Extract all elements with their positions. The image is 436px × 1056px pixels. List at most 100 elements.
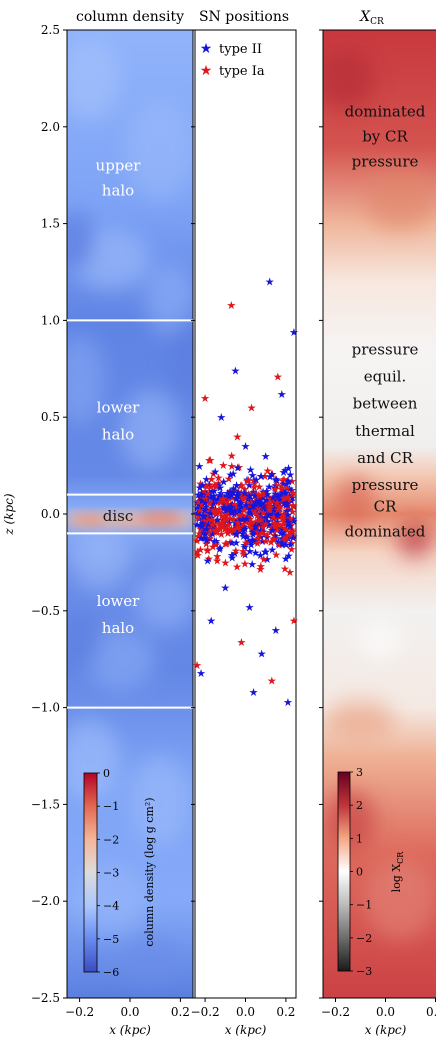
sn-marker: ★ — [195, 492, 205, 505]
sn-marker: ★ — [245, 545, 255, 558]
sn-marker: ★ — [247, 523, 257, 536]
sn-marker: ★ — [219, 475, 229, 488]
sn-marker: ★ — [239, 493, 249, 506]
sn-marker: ★ — [220, 492, 230, 505]
sn-marker: ★ — [195, 477, 205, 490]
sn-marker: ★ — [229, 487, 239, 500]
sn-marker: ★ — [227, 537, 237, 550]
sn-marker: ★ — [226, 489, 236, 502]
sn-marker: ★ — [232, 479, 242, 492]
sn-marker: ★ — [222, 504, 232, 517]
sn-marker: ★ — [237, 636, 247, 649]
sn-marker: ★ — [233, 517, 243, 530]
sn-marker: ★ — [251, 525, 261, 538]
sn-marker: ★ — [244, 508, 254, 521]
sn-marker: ★ — [217, 490, 227, 503]
sn-marker: ★ — [257, 491, 267, 504]
colorbar-tick-label: −1 — [103, 800, 119, 813]
sn-marker: ★ — [254, 517, 264, 530]
sn-marker: ★ — [286, 538, 296, 551]
sn-marker: ★ — [216, 496, 226, 509]
sn-marker: ★ — [265, 498, 275, 511]
sn-marker: ★ — [221, 556, 231, 569]
sn-marker: ★ — [205, 514, 215, 527]
sn-marker: ★ — [242, 531, 252, 544]
sn-marker: ★ — [272, 475, 282, 488]
sn-marker: ★ — [215, 481, 225, 494]
sn-marker: ★ — [216, 487, 226, 500]
sn-marker: ★ — [196, 522, 206, 535]
sn-marker: ★ — [255, 508, 265, 521]
sn-marker: ★ — [198, 490, 208, 503]
sn-marker: ★ — [220, 582, 230, 595]
sn-marker: ★ — [192, 508, 202, 521]
sn-marker: ★ — [258, 488, 268, 501]
sn-marker: ★ — [210, 479, 220, 492]
sn-marker: ★ — [199, 509, 209, 522]
sn-marker: ★ — [242, 511, 252, 524]
sn-marker: ★ — [193, 507, 203, 520]
sn-marker: ★ — [244, 488, 254, 501]
sn-marker: ★ — [230, 506, 240, 519]
sn-marker: ★ — [257, 497, 267, 510]
sn-marker: ★ — [277, 533, 287, 546]
sn-marker: ★ — [226, 501, 236, 514]
region-annotation: disc — [103, 507, 134, 525]
sn-marker: ★ — [209, 507, 219, 520]
sn-marker: ★ — [258, 490, 268, 503]
sn-marker: ★ — [251, 547, 261, 560]
sn-marker: ★ — [279, 473, 289, 486]
sn-legend: ★ type II ★ type Ia — [200, 41, 265, 79]
sn-marker: ★ — [257, 526, 267, 539]
sn-marker: ★ — [244, 498, 254, 511]
sn-marker: ★ — [205, 532, 215, 545]
sn-marker: ★ — [265, 500, 275, 513]
sn-marker: ★ — [254, 480, 264, 493]
sn-marker: ★ — [201, 492, 211, 505]
sn-marker: ★ — [227, 551, 237, 564]
sn-positions-frame — [194, 29, 297, 999]
sn-marker: ★ — [208, 493, 218, 506]
sn-marker: ★ — [241, 490, 251, 503]
sn-marker: ★ — [222, 495, 232, 508]
sn-marker: ★ — [271, 509, 281, 522]
sn-marker: ★ — [261, 518, 271, 531]
sn-marker: ★ — [287, 491, 297, 504]
x-tick-label: −0.2 — [191, 1005, 220, 1019]
sn-marker: ★ — [254, 495, 264, 508]
sn-marker: ★ — [240, 522, 250, 535]
sn-marker: ★ — [234, 510, 244, 523]
sn-marker: ★ — [283, 516, 293, 529]
sn-marker: ★ — [240, 491, 250, 504]
sn-marker: ★ — [281, 553, 291, 566]
sn-marker: ★ — [239, 504, 249, 517]
sn-marker: ★ — [288, 499, 298, 512]
sn-marker: ★ — [250, 505, 260, 518]
sn-marker: ★ — [200, 494, 210, 507]
sn-marker: ★ — [285, 489, 295, 502]
sn-marker: ★ — [223, 498, 233, 511]
sn-marker: ★ — [240, 515, 250, 528]
sn-marker: ★ — [244, 479, 254, 492]
sn-marker: ★ — [233, 515, 243, 528]
sn-marker: ★ — [197, 499, 207, 512]
sn-marker: ★ — [258, 507, 268, 520]
sn-marker: ★ — [261, 511, 271, 524]
sn-marker: ★ — [197, 502, 207, 515]
sn-marker: ★ — [209, 467, 219, 480]
sn-marker: ★ — [200, 496, 210, 509]
sn-marker: ★ — [270, 501, 280, 514]
colorbar-tick-label: −6 — [103, 966, 119, 979]
sn-marker: ★ — [213, 493, 223, 506]
sn-marker: ★ — [242, 490, 252, 503]
sn-marker: ★ — [231, 545, 241, 558]
y-tick-label: 2.0 — [41, 120, 60, 134]
sn-marker: ★ — [201, 510, 211, 523]
sn-marker: ★ — [282, 504, 292, 517]
sn-marker: ★ — [247, 533, 257, 546]
sn-marker: ★ — [263, 509, 273, 522]
sn-marker: ★ — [250, 489, 260, 502]
sn-marker: ★ — [234, 505, 244, 518]
sn-marker: ★ — [217, 490, 227, 503]
sn-marker: ★ — [207, 522, 217, 535]
